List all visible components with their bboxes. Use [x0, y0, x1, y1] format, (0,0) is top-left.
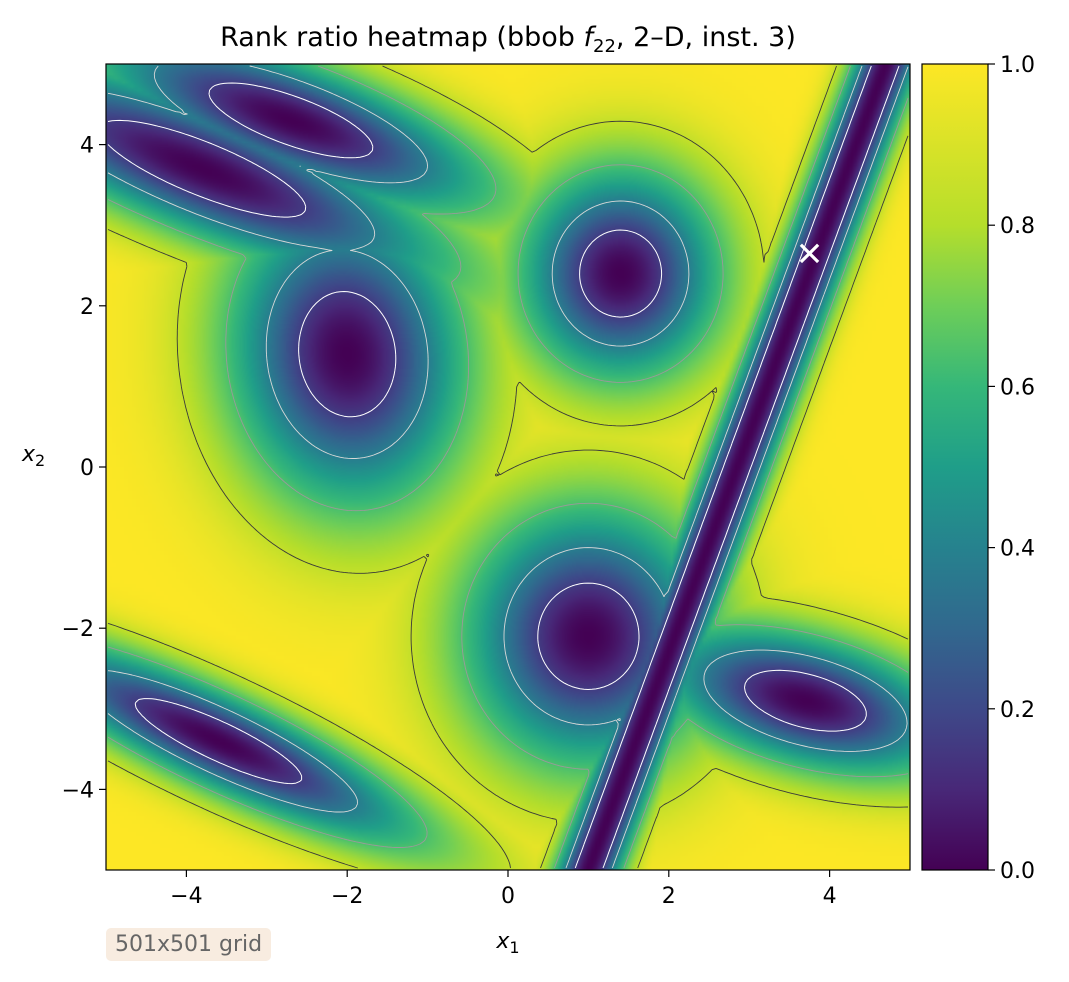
y-tick-label: 4: [80, 134, 94, 159]
heatmap-image: [106, 64, 910, 870]
marker-stroke: [799, 243, 820, 264]
minimum-marker: [799, 243, 820, 264]
colorbar-tick-label: 0.8: [1000, 214, 1035, 239]
colorbar-tick-label: 0.6: [1000, 375, 1035, 400]
colorbar-tick-label: 0.4: [1000, 537, 1035, 562]
contour-lines: [107, 65, 909, 869]
grid-size-note-text: 501x501 grid: [115, 932, 263, 957]
x-tick-label: 0: [501, 884, 515, 909]
y-axis-label: x2: [21, 442, 45, 470]
colorbar-tick-label: 1.0: [1000, 53, 1035, 78]
colorbar-tick-label: 0.2: [1000, 698, 1035, 723]
grid-size-note: 501x501 grid: [106, 928, 272, 961]
contour-line: [107, 65, 909, 869]
colorbar-ticks: 0.0 0.2 0.4 0.6 0.8 1.0: [988, 53, 1035, 884]
y-tick-label: 2: [80, 295, 94, 320]
contour-line: [107, 65, 909, 869]
x-tick-label: −2: [331, 884, 363, 909]
colorbar-tick-label: 0.0: [1000, 859, 1035, 884]
x-axis-label: x1: [495, 929, 519, 957]
contour-line: [107, 65, 900, 869]
x-tick-label: 4: [823, 884, 837, 909]
contour-line: [107, 65, 909, 869]
x-tick-label: 2: [662, 884, 676, 909]
y-tick-label: 0: [80, 456, 94, 481]
x-axis-ticks: −4 −2 0 2 4: [170, 870, 837, 909]
chart-title: Rank ratio heatmap (bbob f22, 2–D, inst.…: [220, 22, 796, 57]
colorbar: [921, 63, 989, 871]
x-tick-label: −4: [170, 884, 202, 909]
y-axis-ticks: −4 −2 0 2 4: [62, 134, 106, 803]
y-tick-label: −2: [62, 617, 94, 642]
y-tick-label: −4: [62, 778, 94, 803]
